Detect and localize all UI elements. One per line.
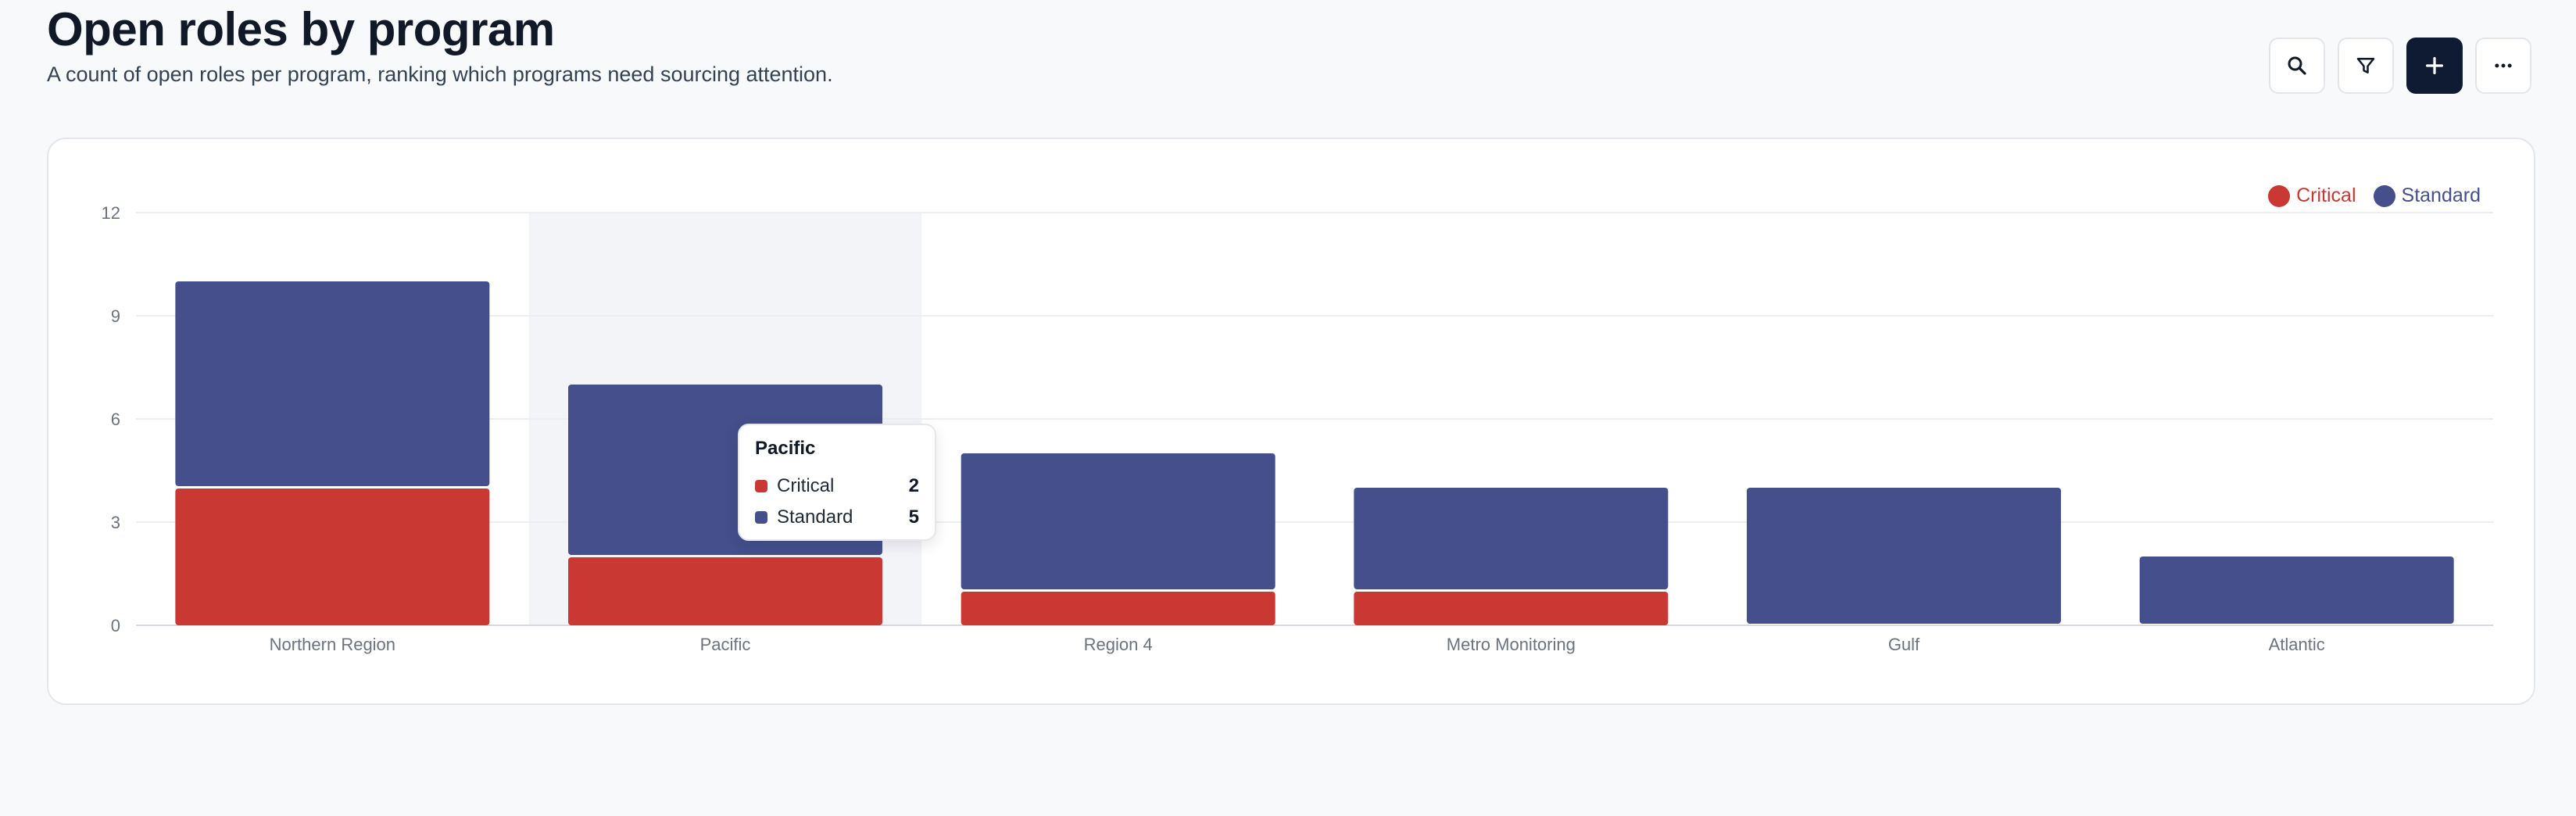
tooltip-label-standard: Standard: [777, 506, 853, 528]
tooltip-row-standard: Standard 5: [755, 502, 919, 533]
bar-critical-3: [1354, 592, 1669, 625]
toolbar: [2269, 38, 2531, 94]
tooltip-label-critical: Critical: [777, 475, 835, 496]
x-tick-label: Atlantic: [2269, 635, 2325, 654]
bar-critical-0: [175, 489, 490, 625]
search-icon: [2288, 56, 2306, 75]
search-button[interactable]: [2269, 38, 2325, 94]
tooltip-value-standard: 5: [908, 506, 919, 528]
x-tick-label: Gulf: [1888, 635, 1920, 654]
legend-label-critical: Critical: [2296, 184, 2356, 206]
bar-standard-3: [1354, 488, 1669, 589]
bar-standard-2: [961, 453, 1275, 589]
chart-card: 0 3 6 9 12 Northern Region Pacific Region 4 Metr…: [47, 138, 2535, 705]
page-title: Open roles by program: [47, 3, 555, 55]
legend-item-standard[interactable]: Standard: [2373, 184, 2481, 207]
y-tick-label: 9: [111, 306, 120, 326]
add-button[interactable]: [2406, 38, 2463, 94]
more-horizontal-icon: [2495, 63, 2512, 68]
y-tick-label: 12: [102, 203, 120, 223]
page-subtitle: A count of open roles per program, ranki…: [47, 63, 833, 86]
legend-label-standard: Standard: [2401, 184, 2481, 206]
bar-critical-2: [961, 592, 1275, 625]
bar-standard-5: [2139, 557, 2454, 624]
legend-item-critical[interactable]: Critical: [2268, 184, 2356, 207]
stacked-bar-chart: 0 3 6 9 12 Northern Region Pacific Region 4 Metr…: [102, 203, 2493, 654]
chart-legend: Critical Standard: [2268, 184, 2481, 207]
legend-swatch-standard: [2373, 184, 2395, 207]
filter-icon: [2356, 58, 2375, 73]
bar-critical-1: [568, 557, 882, 625]
y-tick-label: 0: [111, 616, 120, 635]
tooltip-swatch-critical: [755, 480, 767, 492]
x-tick-label: Pacific: [700, 635, 751, 654]
bar-standard-0: [175, 281, 490, 486]
legend-swatch-critical: [2268, 184, 2291, 207]
y-tick-label: 6: [111, 410, 120, 429]
x-tick-label: Region 4: [1084, 635, 1153, 654]
tooltip-swatch-standard: [755, 511, 767, 524]
filter-button[interactable]: [2338, 38, 2394, 94]
bar-standard-4: [1747, 488, 2061, 624]
more-options-button[interactable]: [2475, 38, 2531, 94]
tooltip-row-critical: Critical 2: [755, 471, 919, 502]
y-tick-label: 3: [111, 513, 120, 532]
tooltip-title: Pacific: [755, 438, 816, 459]
tooltip-value-critical: 2: [908, 475, 919, 496]
plus-icon: [2426, 57, 2443, 74]
x-tick-label: Northern Region: [270, 635, 395, 654]
x-tick-label: Metro Monitoring: [1447, 635, 1576, 654]
chart-tooltip: Pacific Critical 2 Standard 5: [738, 424, 936, 541]
